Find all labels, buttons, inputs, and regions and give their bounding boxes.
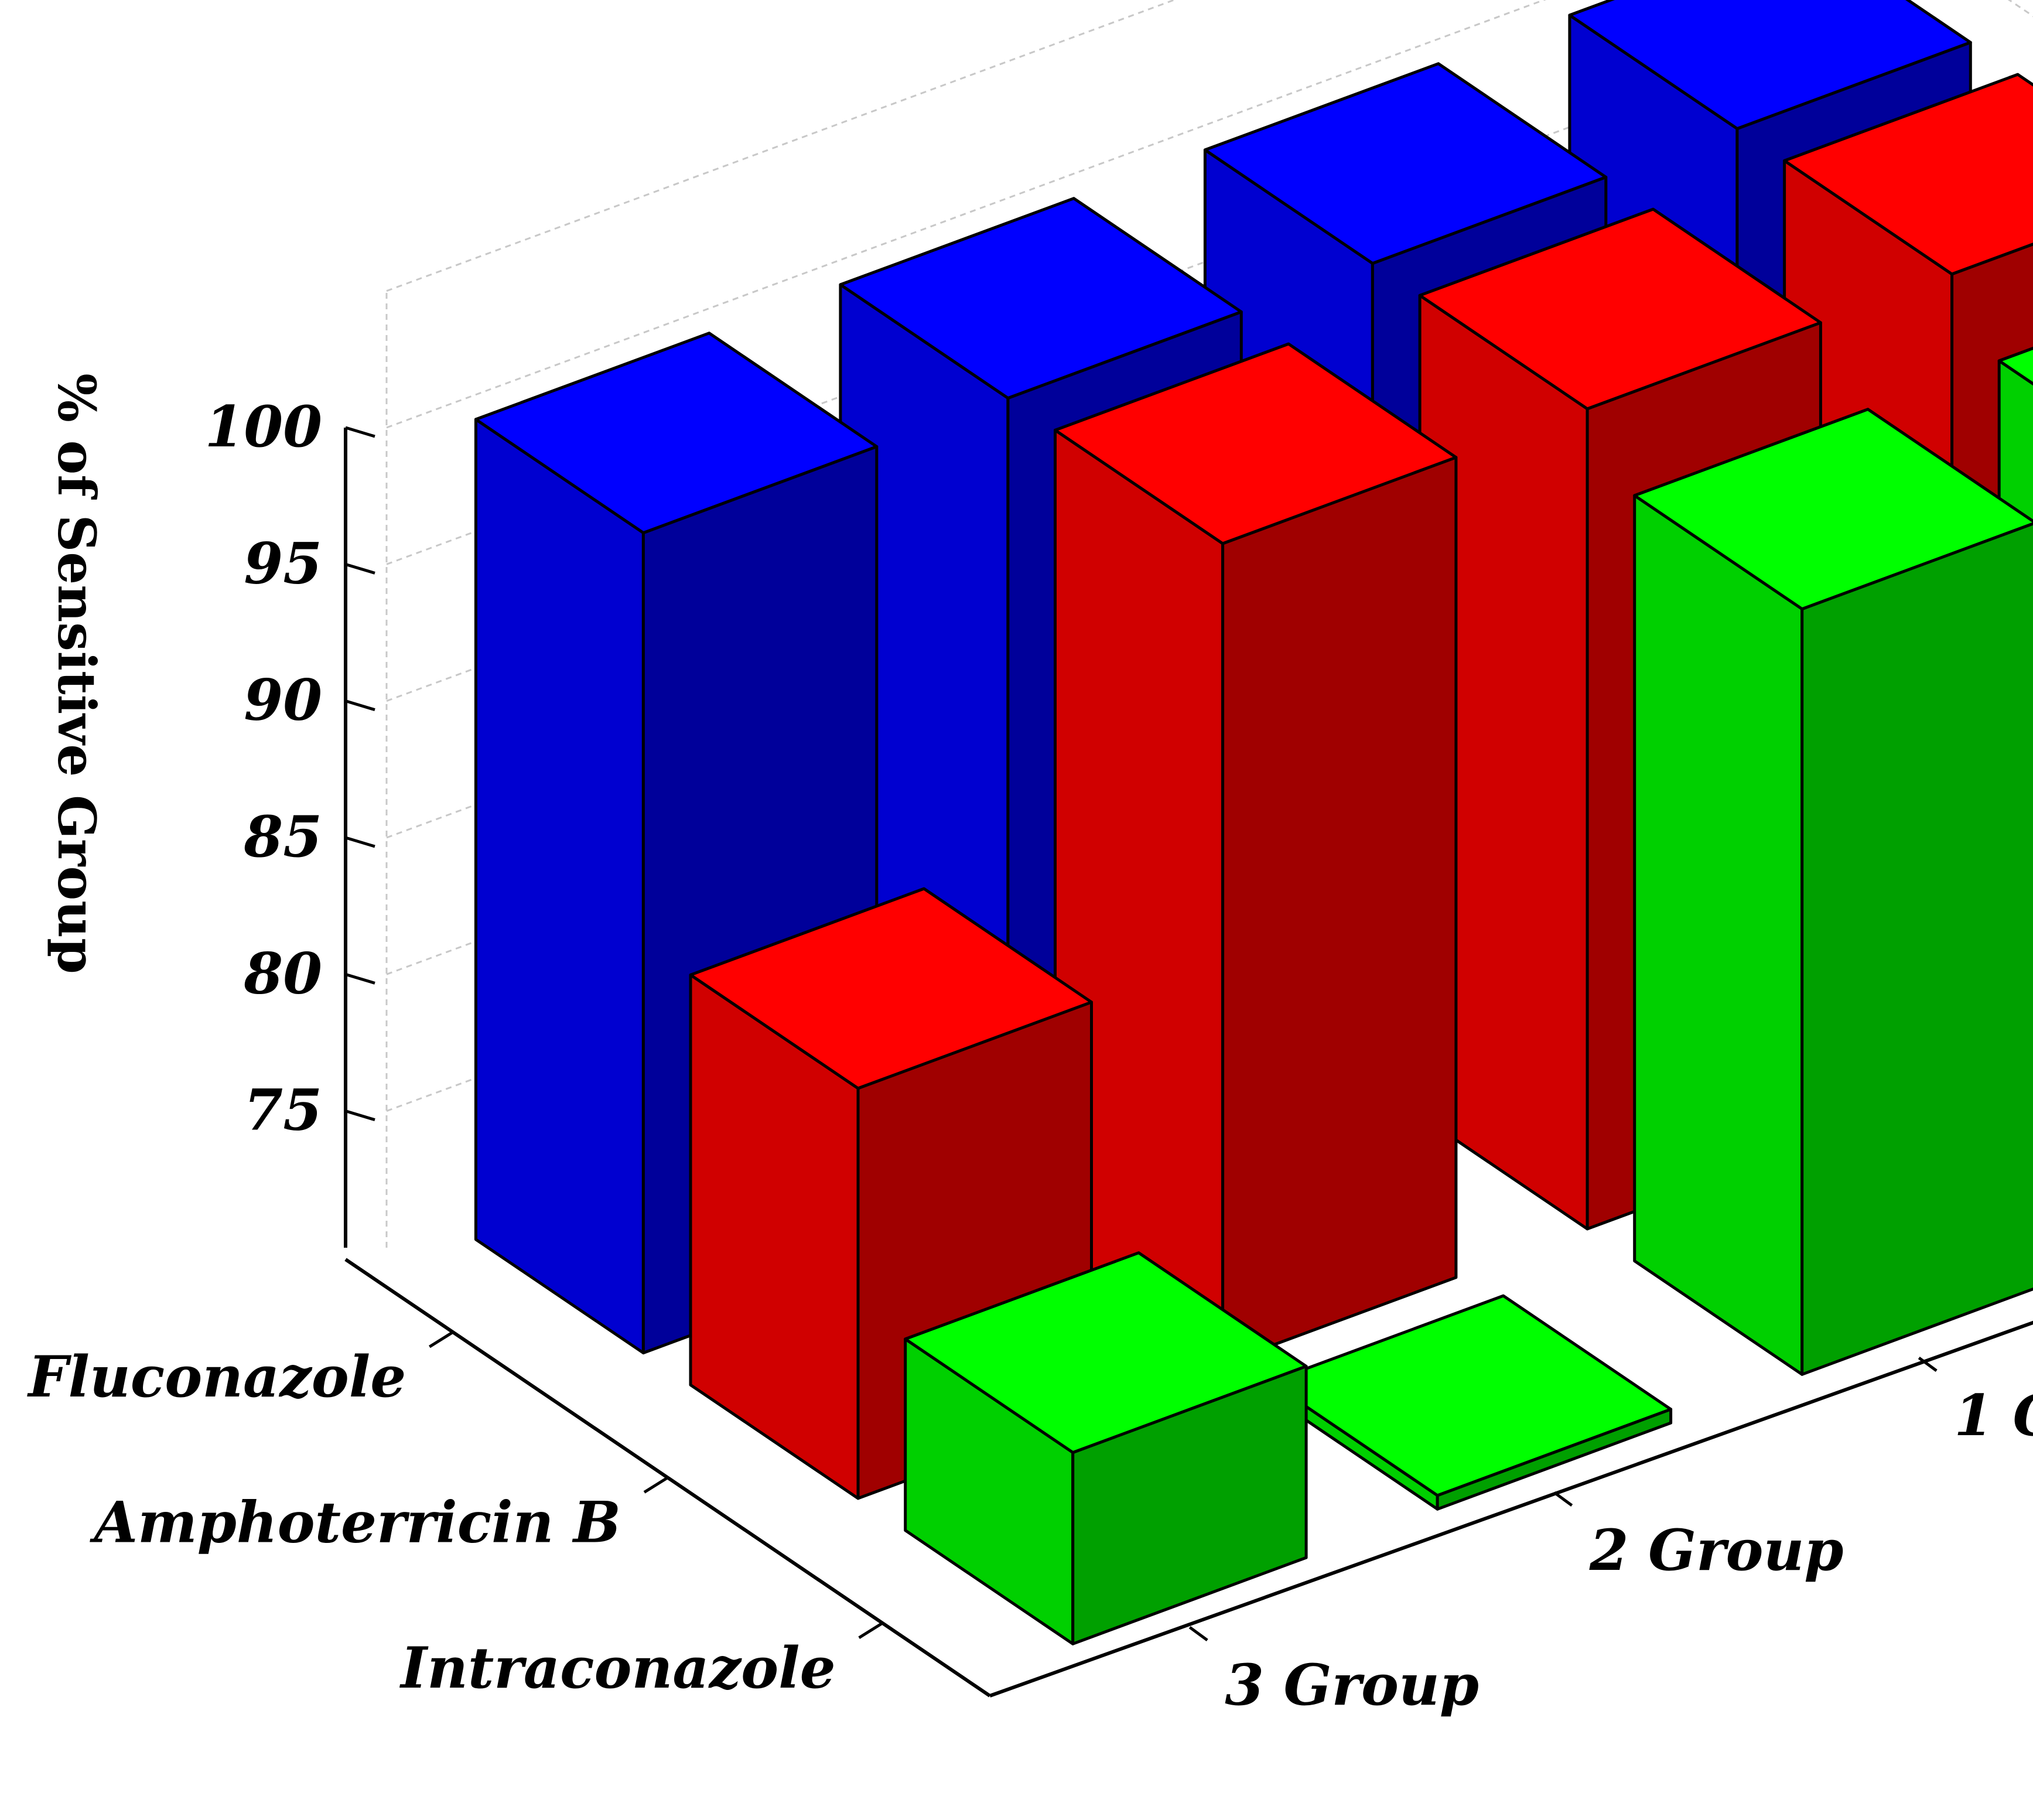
group-label: 2 Group xyxy=(1589,1517,1844,1583)
y-tick-label: 85 xyxy=(243,804,322,870)
y-tick-label: 100 xyxy=(205,394,322,460)
group-axis-line xyxy=(989,1320,2033,1698)
bar-front-face xyxy=(1633,494,1804,1376)
series-label: Amphoterricin B xyxy=(90,1490,621,1556)
bar-front-face xyxy=(474,418,645,1355)
bar-top-face xyxy=(904,1251,1308,1454)
series-tick-mark xyxy=(643,1476,669,1494)
y-tick-label: 75 xyxy=(244,1077,322,1143)
bar-top-face xyxy=(1568,0,1972,131)
y-tick-mark xyxy=(345,562,375,575)
series-label: Fluconazole xyxy=(26,1344,406,1410)
chart-labels: 75 80 85 90 95 100 Fluconazole Amphoterricin B I… xyxy=(26,394,2033,1718)
chart-axes xyxy=(344,426,2033,1698)
group-label: 3 Group xyxy=(1225,1652,1479,1718)
bar-top-face xyxy=(839,197,1243,400)
bar-top-face xyxy=(1997,346,2033,386)
y-tick-label: 95 xyxy=(244,530,322,596)
group-label: 1 Group xyxy=(1954,1382,2033,1449)
bar-intraconazole-3-group xyxy=(904,1251,1308,1645)
bar-amphoterricin-b-3-group xyxy=(689,887,1093,1500)
bar-top-face xyxy=(1418,207,1822,411)
bar-side-face xyxy=(1800,522,2033,1376)
bar-top-face xyxy=(1054,342,1458,545)
series-tick-mark xyxy=(858,1621,883,1639)
bar-top-face xyxy=(1783,73,2033,276)
chart-bars xyxy=(474,0,2033,1645)
y-tick-mark xyxy=(345,1109,375,1122)
bar-intraconazole-2-group xyxy=(1268,1294,1673,1511)
bar-side-face xyxy=(1221,456,1458,1365)
y-tick-mark xyxy=(345,972,375,985)
series-tick-mark xyxy=(429,1331,454,1348)
bar-top-face xyxy=(474,332,879,535)
bar-top-face xyxy=(1203,62,1608,265)
bar-intraconazole-1-group xyxy=(1633,408,2033,1376)
y-tick-label: 90 xyxy=(244,667,322,733)
series-label: Intraconazole xyxy=(399,1635,835,1701)
y-tick-label: 80 xyxy=(243,940,322,1006)
group-tick-mark xyxy=(1188,1626,1208,1642)
y-tick-mark xyxy=(345,836,375,848)
group-tick-mark xyxy=(1918,1356,1938,1372)
group-tick-mark xyxy=(1553,1491,1573,1507)
bar-top-face xyxy=(689,887,1093,1090)
y-tick-mark xyxy=(345,426,375,438)
grid-line xyxy=(386,0,1177,292)
y-axis-title: % of Sensitive Group xyxy=(46,373,107,974)
bar-top-face xyxy=(1268,1294,1673,1497)
grid-line xyxy=(386,0,2033,429)
y-tick-mark xyxy=(345,699,375,712)
bar-top-face xyxy=(1633,408,2033,611)
bar-amphoterricin-b-2-group xyxy=(1054,342,1458,1365)
